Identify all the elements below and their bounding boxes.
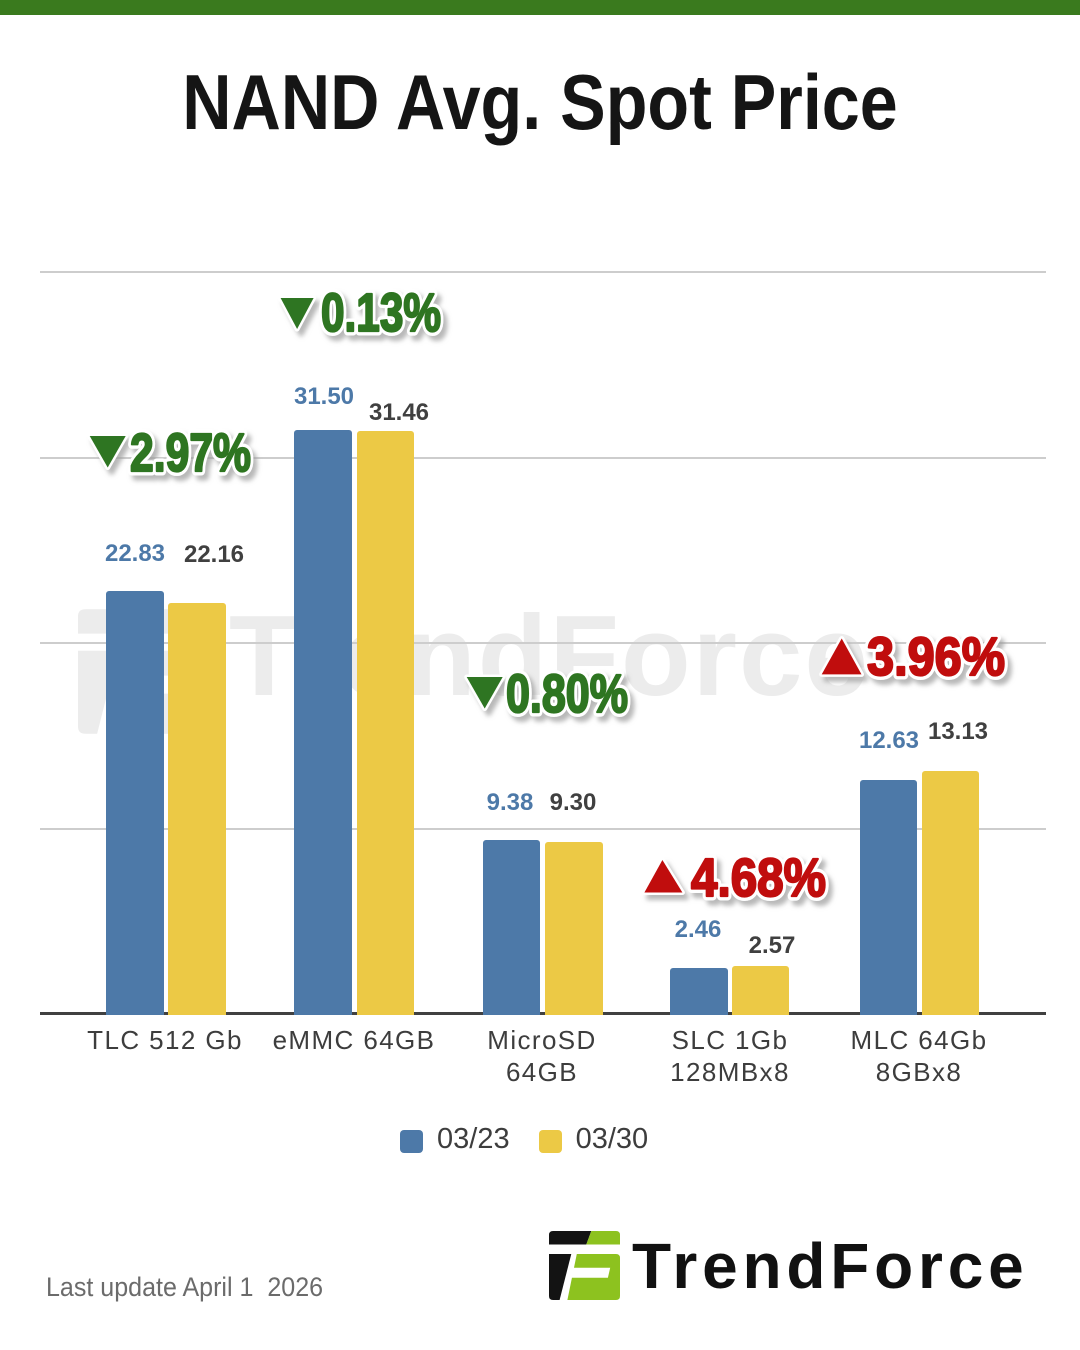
svg-text:2.97%: 2.97% [130, 423, 251, 483]
svg-text:3.96%: 3.96% [867, 627, 1005, 687]
svg-text:0.80%: 0.80% [506, 664, 628, 724]
svg-text:4.68%: 4.68% [691, 848, 826, 908]
svg-text:0.80%: 0.80% [506, 664, 628, 724]
svg-text:4.68%: 4.68% [691, 848, 826, 908]
svg-text:3.96%: 3.96% [867, 627, 1005, 687]
svg-text:0.13%: 0.13% [321, 283, 441, 343]
svg-text:0.13%: 0.13% [321, 283, 441, 343]
svg-text:2.97%: 2.97% [130, 423, 251, 483]
